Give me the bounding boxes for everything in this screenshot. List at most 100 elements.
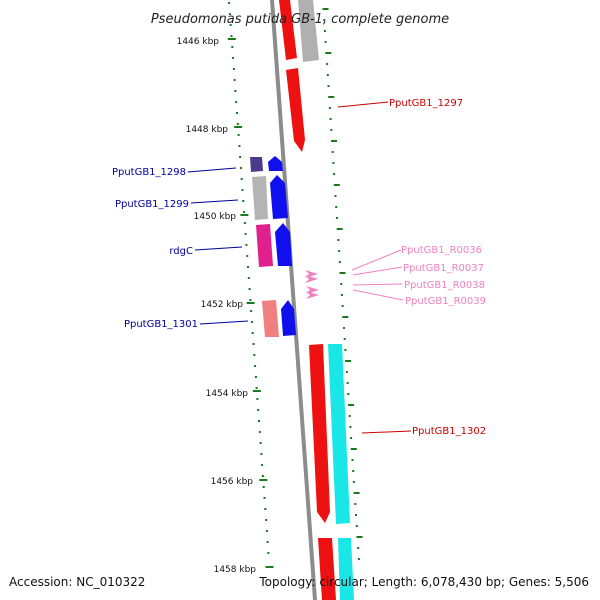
map-title: Pseudomonas putida GB-1, complete genome: [151, 12, 449, 27]
outer-tick: [333, 173, 336, 175]
gene-feature-red-bottom[interactable]: [318, 538, 336, 600]
gene-feature-pputgb1-1301-cds[interactable]: [262, 300, 279, 337]
gene-label-pputgb1-1299[interactable]: PputGB1_1299: [115, 199, 189, 210]
outer-tick: [323, 19, 326, 21]
ruler-tick: [250, 310, 253, 312]
gene-label-pputgb1-1302[interactable]: PputGB1_1302: [412, 426, 486, 437]
gene-feature-pputgb1-1301[interactable]: [281, 300, 296, 336]
tick-label-1446: 1446 kbp: [177, 37, 220, 47]
gene-label-pputgb1-r0038[interactable]: PputGB1_R0038: [404, 280, 485, 291]
ruler-tick: [244, 233, 247, 235]
ruler-tick: [258, 431, 261, 433]
gene-label-pputgb1-1297[interactable]: PputGB1_1297: [389, 98, 463, 109]
ruler-tick: [240, 178, 243, 180]
ruler-tick: [249, 299, 252, 301]
leader-line-pputgb1-1301: [199, 320, 249, 325]
ruler-tick: [230, 35, 233, 37]
outer-tick: [337, 239, 340, 241]
ruler-tick: [254, 376, 257, 378]
outer-tick: [328, 96, 335, 98]
tick-label-1454: 1454 kbp: [206, 389, 249, 399]
trna-feature-r0037[interactable]: [305, 275, 318, 283]
gene-feature-pputgb1-1298[interactable]: [268, 156, 283, 171]
ruler-tick: [267, 552, 270, 554]
outer-tick: [330, 129, 333, 131]
ruler-tick: [232, 68, 235, 70]
ruler-tick: [245, 244, 248, 246]
gene-feature-cyan-long[interactable]: [328, 344, 350, 524]
gene-feature-pputgb1-1299-cds[interactable]: [252, 176, 268, 220]
outer-tick: [338, 250, 341, 252]
genome-backbone: [270, 0, 317, 600]
gene-feature-rdgc[interactable]: [275, 223, 292, 266]
ruler-tick: [261, 464, 264, 466]
ruler-tick: [243, 211, 246, 213]
outer-tick: [327, 85, 330, 87]
gene-label-rdgc[interactable]: rdgC: [169, 246, 193, 257]
outer-tick: [336, 228, 343, 230]
gene-label-pputgb1-r0036[interactable]: PputGB1_R0036: [401, 245, 482, 256]
outer-tick: [328, 107, 331, 109]
outer-tick: [354, 503, 357, 505]
ruler-tick: [257, 409, 260, 411]
reverse-strand-features: [250, 156, 296, 337]
outer-tick: [341, 305, 344, 307]
ruler-tick: [236, 123, 239, 125]
gene-feature-rdgc-cds[interactable]: [256, 224, 273, 267]
tick-label-1456: 1456 kbp: [211, 477, 254, 487]
ruler-tick: [228, 2, 231, 4]
genome-summary-text: Topology: circular; Length: 6,078,430 bp…: [258, 575, 589, 589]
gene-feature-cyan-bottom[interactable]: [338, 538, 354, 600]
outer-tick: [357, 547, 360, 549]
gene-label-pputgb1-1301[interactable]: PputGB1_1301: [124, 319, 198, 330]
accession-text: Accession: NC_010322: [9, 575, 145, 589]
outer-tick: [347, 393, 350, 395]
gene-label-pputgb1-1298[interactable]: PputGB1_1298: [112, 167, 186, 178]
gene-feature-red-long[interactable]: [309, 344, 330, 523]
outer-tick: [353, 492, 360, 494]
ruler-tick: [248, 288, 251, 290]
leader-line-pputgb1-1298: [187, 167, 237, 173]
gene-feature-pputgb1-1297[interactable]: [286, 68, 305, 152]
gene-feature-pputgb1-1298-cds[interactable]: [250, 157, 263, 172]
outer-tick: [338, 261, 341, 263]
outer-tick: [350, 437, 353, 439]
ruler-ticks: [227, 2, 274, 568]
outer-tick: [326, 63, 329, 65]
ruler-tick: [259, 442, 262, 444]
gene-feature-top-red[interactable]: [279, 0, 297, 60]
gene-label-pputgb1-r0037[interactable]: PputGB1_R0037: [403, 263, 484, 274]
gene-label-pputgb1-r0039[interactable]: PputGB1_R0039: [405, 296, 486, 307]
ruler-tick: [242, 200, 245, 202]
ruler-major-tick: [252, 390, 261, 392]
tick-label-1458: 1458 kbp: [214, 565, 257, 575]
outer-tick: [331, 151, 334, 153]
ruler-tick: [236, 112, 238, 114]
outer-tick: [352, 481, 355, 483]
ruler-tick: [256, 398, 259, 400]
ruler-major-tick: [259, 479, 268, 481]
outer-tick: [342, 316, 349, 318]
outer-tick: [332, 162, 335, 164]
outer-tick: [345, 371, 348, 373]
ruler-tick: [263, 497, 266, 499]
outer-tick: [340, 283, 343, 285]
outer-dotted-ring: [322, 8, 363, 560]
leader-line-r0036: [351, 249, 402, 271]
outer-tick: [343, 338, 346, 340]
ruler-major-tick: [240, 214, 249, 216]
outer-tick: [324, 41, 327, 43]
leader-line-r0037: [352, 266, 403, 276]
outer-tick: [344, 349, 347, 351]
trna-feature-r0039[interactable]: [306, 291, 319, 299]
ruler-tick: [247, 266, 249, 268]
outer-tick: [352, 470, 355, 472]
outer-tick: [323, 30, 326, 32]
outer-tick: [326, 74, 329, 76]
gene-feature-pputgb1-1299[interactable]: [270, 175, 288, 219]
ruler-tick: [251, 332, 254, 334]
outer-tick: [345, 360, 352, 362]
gene-feature-top-grey[interactable]: [298, 0, 319, 62]
tick-label-1452: 1452 kbp: [201, 300, 244, 310]
ruler-tick: [241, 189, 244, 191]
